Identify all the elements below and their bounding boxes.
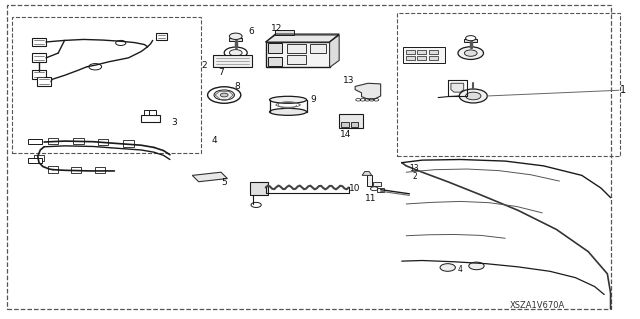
Text: 10: 10 bbox=[349, 184, 361, 193]
Bar bbox=[12, 17, 200, 153]
Bar bbox=[213, 55, 252, 67]
Circle shape bbox=[214, 90, 234, 100]
Text: 12: 12 bbox=[271, 24, 282, 33]
Bar bbox=[351, 122, 358, 127]
Bar bbox=[339, 115, 364, 128]
Text: 4: 4 bbox=[212, 136, 218, 145]
Text: 6: 6 bbox=[249, 27, 255, 36]
Bar bbox=[429, 50, 438, 54]
Bar bbox=[74, 138, 84, 144]
Text: 3: 3 bbox=[172, 117, 177, 127]
Ellipse shape bbox=[269, 108, 307, 115]
Text: XSZA1V670A: XSZA1V670A bbox=[509, 301, 564, 310]
Text: 14: 14 bbox=[340, 130, 351, 139]
Bar bbox=[341, 122, 349, 127]
Polygon shape bbox=[451, 83, 464, 92]
Text: 8: 8 bbox=[234, 82, 240, 91]
Circle shape bbox=[89, 63, 102, 70]
Bar bbox=[406, 56, 415, 60]
Bar bbox=[48, 167, 58, 173]
Text: 13: 13 bbox=[410, 164, 419, 173]
Bar bbox=[32, 53, 46, 62]
Bar bbox=[268, 43, 282, 53]
Polygon shape bbox=[330, 35, 339, 67]
Bar bbox=[275, 30, 294, 35]
Bar bbox=[287, 55, 306, 64]
Bar bbox=[95, 167, 105, 174]
Text: 1: 1 bbox=[620, 85, 627, 95]
Circle shape bbox=[466, 36, 476, 41]
Bar bbox=[397, 13, 620, 156]
Bar bbox=[417, 50, 426, 54]
Circle shape bbox=[224, 47, 247, 58]
Circle shape bbox=[207, 87, 241, 103]
Circle shape bbox=[468, 262, 484, 270]
Bar bbox=[71, 167, 81, 174]
Bar bbox=[373, 182, 381, 187]
Text: 5: 5 bbox=[221, 178, 227, 187]
Bar bbox=[406, 50, 415, 54]
Bar bbox=[156, 33, 168, 40]
Bar bbox=[37, 77, 51, 86]
Circle shape bbox=[440, 264, 456, 271]
Bar bbox=[141, 115, 161, 122]
Circle shape bbox=[371, 187, 378, 191]
Bar bbox=[32, 70, 46, 79]
Bar bbox=[465, 39, 477, 42]
Circle shape bbox=[458, 47, 483, 59]
Circle shape bbox=[465, 50, 477, 56]
Bar bbox=[268, 57, 282, 66]
Bar bbox=[429, 56, 438, 60]
Bar bbox=[378, 188, 384, 192]
Text: 7: 7 bbox=[218, 68, 224, 77]
Bar bbox=[287, 44, 306, 53]
Bar bbox=[48, 138, 58, 144]
Text: 2: 2 bbox=[412, 172, 417, 181]
Polygon shape bbox=[192, 172, 227, 182]
Circle shape bbox=[466, 92, 481, 100]
Bar bbox=[229, 38, 242, 41]
Circle shape bbox=[229, 50, 242, 56]
Bar bbox=[32, 38, 46, 47]
Ellipse shape bbox=[269, 96, 307, 103]
Bar bbox=[150, 110, 156, 115]
Bar bbox=[34, 155, 44, 161]
Bar bbox=[28, 139, 42, 144]
Bar bbox=[124, 140, 134, 147]
Text: 9: 9 bbox=[311, 95, 317, 104]
Circle shape bbox=[229, 33, 242, 40]
Circle shape bbox=[460, 89, 487, 103]
Circle shape bbox=[220, 93, 228, 97]
Text: 13: 13 bbox=[343, 76, 355, 85]
Bar bbox=[266, 42, 330, 67]
Bar bbox=[145, 110, 151, 115]
Circle shape bbox=[251, 202, 261, 207]
Bar bbox=[417, 56, 426, 60]
Bar bbox=[98, 138, 108, 145]
Bar bbox=[250, 182, 268, 195]
Circle shape bbox=[116, 41, 126, 46]
Polygon shape bbox=[266, 35, 339, 42]
Text: 11: 11 bbox=[365, 194, 377, 203]
Text: 4: 4 bbox=[458, 264, 463, 274]
Text: 2: 2 bbox=[201, 61, 207, 70]
Bar bbox=[403, 47, 445, 63]
Polygon shape bbox=[355, 83, 381, 99]
Polygon shape bbox=[362, 172, 372, 175]
Bar bbox=[310, 44, 326, 53]
Bar bbox=[367, 175, 372, 187]
Bar bbox=[28, 158, 42, 163]
